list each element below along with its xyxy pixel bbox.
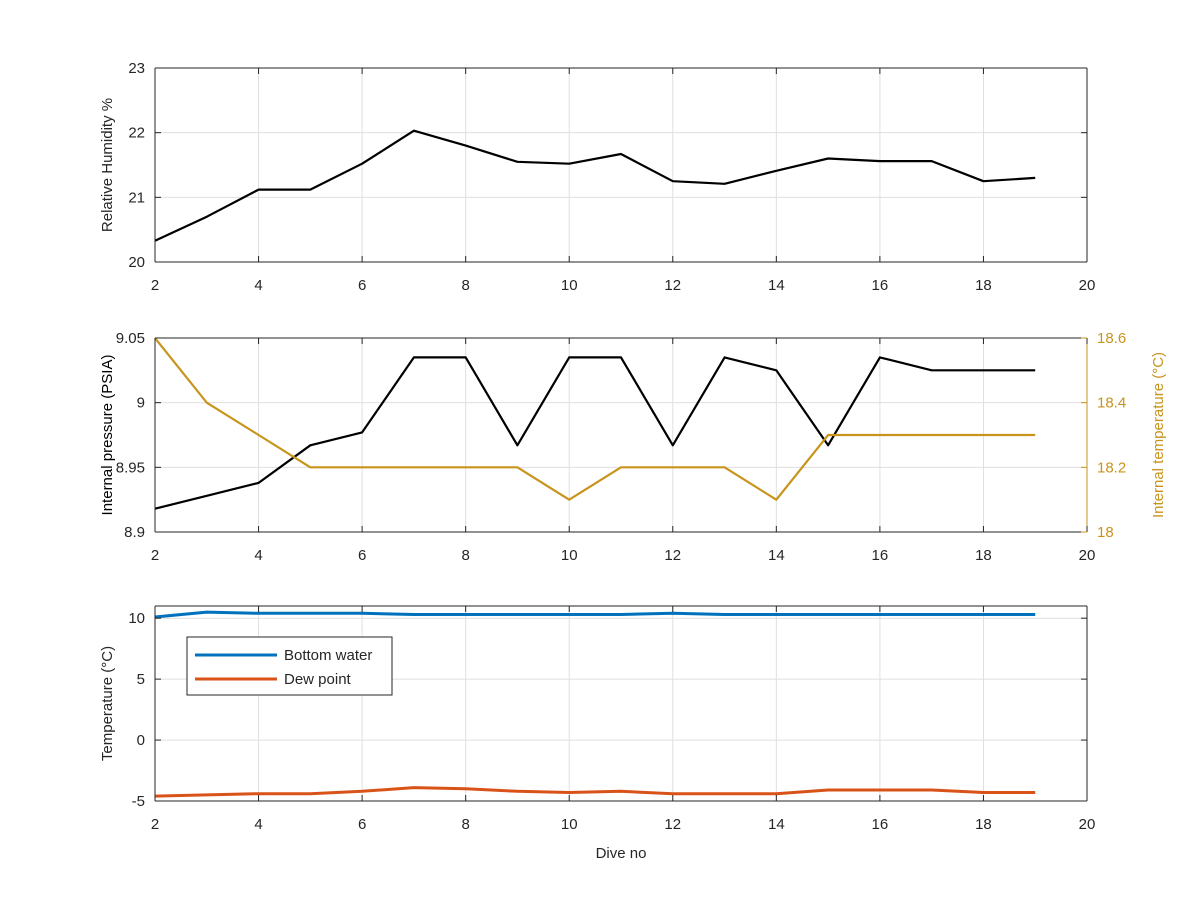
x-tick-label: 6 — [358, 547, 366, 564]
series-line-1 — [154, 356, 1036, 510]
y-tick-label: 5 — [137, 671, 145, 688]
x-tick-label: 16 — [872, 277, 889, 294]
y-right-tick-label: 18.2 — [1097, 459, 1126, 476]
series-line-2 — [154, 337, 1036, 501]
y-tick-label: 23 — [128, 60, 145, 77]
y-right-tick-label: 18.4 — [1097, 395, 1126, 412]
y-tick-label: 0 — [137, 732, 145, 749]
x-tick-label: 18 — [975, 816, 992, 833]
y-right-tick-label: 18 — [1097, 524, 1114, 541]
subplot-1: 2 4 6 8 10 12 14 16 18 20 20 21 22 23 Relative Humidit… — [99, 60, 1095, 294]
x-tick-label: 20 — [1079, 547, 1096, 564]
legend-label: Bottom water — [284, 647, 372, 664]
y-axis-label-right: Internal temperature (°C) — [1150, 352, 1167, 518]
x-tick-label: 10 — [561, 816, 578, 833]
x-tick-label: 18 — [975, 547, 992, 564]
legend-box — [186, 636, 393, 696]
y-tick-label: 9 — [137, 395, 145, 412]
plot-area — [155, 606, 1087, 801]
x-tick-label: 14 — [768, 816, 785, 833]
x-tick-label: 20 — [1079, 277, 1096, 294]
x-tick-label: 4 — [254, 816, 262, 833]
x-tick-label: 8 — [461, 277, 469, 294]
y-tick-label: 20 — [128, 254, 145, 271]
x-tick-label: 20 — [1079, 816, 1096, 833]
series-line-1 — [154, 610, 1036, 619]
x-tick-label: 14 — [768, 277, 785, 294]
x-tick-label: 4 — [254, 277, 262, 294]
y-tick-label: -5 — [132, 793, 145, 810]
x-tick-label: 18 — [975, 277, 992, 294]
legend-label: Dew point — [284, 671, 352, 688]
x-tick-label: 4 — [254, 547, 262, 564]
x-tick-label: 6 — [358, 277, 366, 294]
y-tick-label: 8.95 — [116, 459, 145, 476]
subplot-2: 2 4 6 8 10 12 14 16 18 208.98.9599.051818.218.418… — [99, 330, 1167, 564]
x-tick-label: 6 — [358, 816, 366, 833]
x-tick-label: 12 — [664, 547, 681, 564]
x-tick-label: 16 — [872, 816, 889, 833]
x-tick-label: 2 — [151, 816, 159, 833]
y-tick-label: 9.05 — [116, 330, 145, 347]
x-tick-label: 12 — [664, 816, 681, 833]
plot-area — [155, 68, 1087, 262]
x-tick-label: 8 — [461, 547, 469, 564]
x-tick-label: 10 — [561, 547, 578, 564]
subplot-3: 2 4 6 8 10 12 14 16 18 20 -5 0 5 10 Temperature (°C) Di… — [99, 605, 1096, 862]
y-axis-label: Temperature (°C) — [99, 646, 116, 761]
y-tick-label: 10 — [128, 610, 145, 627]
series-line-2 — [154, 786, 1036, 798]
y-axis-label: Internal pressure (PSIA) — [99, 355, 116, 516]
y-right-tick-label: 18.6 — [1097, 330, 1126, 347]
x-tick-label: 14 — [768, 547, 785, 564]
legend: Bottom water Dew point — [186, 636, 393, 696]
x-tick-label: 2 — [151, 277, 159, 294]
y-axis-label: Relative Humidity % — [99, 98, 116, 232]
x-tick-label: 16 — [872, 547, 889, 564]
y-tick-label: 8.9 — [124, 524, 145, 541]
y-tick-label: 22 — [128, 125, 145, 142]
x-tick-label: 2 — [151, 547, 159, 564]
x-axis-label: Dive no — [596, 845, 647, 862]
series-line-1 — [154, 129, 1036, 242]
x-tick-label: 10 — [561, 277, 578, 294]
y-tick-label: 21 — [128, 189, 145, 206]
x-tick-label: 12 — [664, 277, 681, 294]
x-tick-label: 8 — [461, 816, 469, 833]
